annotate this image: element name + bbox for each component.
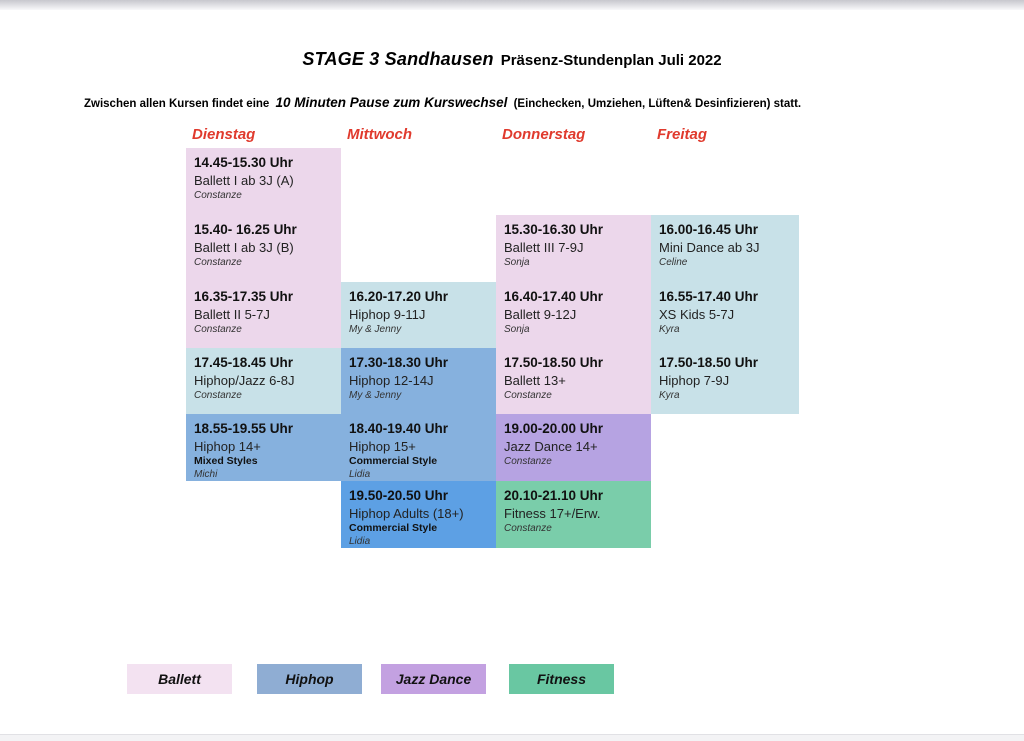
class-name: Hiphop 12-14J bbox=[349, 373, 434, 388]
class-cell: 18.55-19.55 Uhr Hiphop 14+ Mixed Styles … bbox=[194, 419, 341, 481]
class-time: 15.30-16.30 Uhr bbox=[504, 222, 604, 237]
class-name: Hiphop 7-9J bbox=[659, 373, 730, 388]
class-cell: 19.50-20.50 Uhr Hiphop Adults (18+) Comm… bbox=[349, 486, 496, 548]
class-cell: 17.50-18.50 Uhr Hiphop 7-9J Kyra bbox=[659, 353, 806, 402]
day-header-donnerstag: Donnerstag bbox=[502, 126, 586, 143]
top-page-edge bbox=[0, 0, 1024, 10]
class-teacher: Constanze bbox=[504, 456, 552, 467]
class-teacher: Constanze bbox=[194, 257, 242, 268]
class-name: Fitness 17+/Erw. bbox=[504, 506, 601, 521]
block-dienstag-hiphop bbox=[186, 414, 341, 481]
class-time: 18.40-19.40 Uhr bbox=[349, 421, 449, 436]
class-time: 15.40- 16.25 Uhr bbox=[194, 222, 297, 237]
class-teacher: Lidia bbox=[349, 536, 371, 547]
legend-ballett: Ballett bbox=[127, 664, 232, 694]
pause-note: Zwischen allen Kursen findet eine 10 Min… bbox=[84, 95, 984, 110]
class-teacher: My & Jenny bbox=[349, 390, 402, 401]
pause-note-suffix: (Einchecken, Umziehen, Lüften& Desinfizi… bbox=[513, 98, 802, 110]
class-name: Ballett 9-12J bbox=[504, 307, 577, 322]
class-teacher: Lidia bbox=[349, 469, 371, 480]
class-time: 14.45-15.30 Uhr bbox=[194, 155, 294, 170]
class-style: Commercial Style bbox=[349, 522, 438, 534]
block-mittwoch-hiphop bbox=[341, 348, 496, 481]
class-cell: 16.35-17.35 Uhr Ballett II 5-7J Constanz… bbox=[194, 287, 341, 336]
class-time: 16.00-16.45 Uhr bbox=[659, 222, 759, 237]
class-time: 16.20-17.20 Uhr bbox=[349, 289, 449, 304]
class-teacher: My & Jenny bbox=[349, 324, 402, 335]
class-cell: 17.45-18.45 Uhr Hiphop/Jazz 6-8J Constan… bbox=[194, 353, 341, 402]
class-name: XS Kids 5-7J bbox=[659, 307, 735, 322]
class-teacher: Sonja bbox=[504, 324, 530, 335]
class-cell: 17.30-18.30 Uhr Hiphop 12-14J My & Jenny bbox=[349, 353, 496, 402]
day-header-freitag: Freitag bbox=[657, 126, 708, 143]
class-time: 16.40-17.40 Uhr bbox=[504, 289, 604, 304]
class-name: Hiphop/Jazz 6-8J bbox=[194, 373, 295, 388]
class-name: Ballett I ab 3J (B) bbox=[194, 240, 294, 255]
block-mittwoch-hiphop-late bbox=[341, 481, 496, 548]
class-name: Ballett III 7-9J bbox=[504, 240, 584, 255]
class-teacher: Michi bbox=[194, 469, 218, 480]
class-teacher: Constanze bbox=[194, 190, 242, 201]
class-cell: 15.30-16.30 Uhr Ballett III 7-9J Sonja bbox=[504, 220, 651, 269]
class-teacher: Constanze bbox=[194, 324, 242, 335]
class-teacher: Constanze bbox=[504, 390, 552, 401]
class-teacher: Constanze bbox=[194, 390, 242, 401]
class-name: Ballett II 5-7J bbox=[194, 307, 270, 322]
class-name: Ballett I ab 3J (A) bbox=[194, 173, 294, 188]
legend-jazz-dance: Jazz Dance bbox=[381, 664, 486, 694]
class-time: 18.55-19.55 Uhr bbox=[194, 421, 294, 436]
class-name: Hiphop Adults (18+) bbox=[349, 506, 464, 521]
class-name: Jazz Dance 14+ bbox=[504, 439, 598, 454]
class-cell: 16.00-16.45 Uhr Mini Dance ab 3J Celine bbox=[659, 220, 806, 269]
block-dienstag-kids bbox=[186, 348, 341, 414]
class-teacher: Celine bbox=[659, 257, 688, 268]
legend-fitness: Fitness bbox=[509, 664, 614, 694]
block-donnerstag-jazz bbox=[496, 414, 651, 481]
page-title: STAGE 3 Sandhausen Präsenz-Stundenplan Ju… bbox=[0, 49, 1024, 70]
class-style: Commercial Style bbox=[349, 455, 438, 467]
class-name: Mini Dance ab 3J bbox=[659, 240, 760, 255]
class-time: 16.35-17.35 Uhr bbox=[194, 289, 294, 304]
class-time: 17.50-18.50 Uhr bbox=[659, 355, 759, 370]
block-donnerstag-ballett bbox=[496, 215, 651, 414]
page-title-studio: STAGE 3 Sandhausen bbox=[302, 49, 494, 69]
class-name: Hiphop 15+ bbox=[349, 439, 416, 454]
class-cell: 14.45-15.30 Uhr Ballett I ab 3J (A) Cons… bbox=[194, 153, 341, 202]
class-time: 20.10-21.10 Uhr bbox=[504, 488, 604, 503]
class-time: 19.00-20.00 Uhr bbox=[504, 421, 604, 436]
class-teacher: Constanze bbox=[504, 523, 552, 534]
class-name: Hiphop 9-11J bbox=[349, 307, 426, 322]
class-teacher: Kyra bbox=[659, 390, 680, 401]
block-dienstag-ballett bbox=[186, 148, 341, 348]
class-teacher: Sonja bbox=[504, 257, 530, 268]
day-header-dienstag: Dienstag bbox=[192, 126, 256, 143]
class-cell: 15.40- 16.25 Uhr Ballett I ab 3J (B) Con… bbox=[194, 220, 341, 269]
class-cell: 18.40-19.40 Uhr Hiphop 15+ Commercial St… bbox=[349, 419, 496, 481]
class-teacher: Kyra bbox=[659, 324, 680, 335]
day-header-mittwoch: Mittwoch bbox=[347, 126, 412, 143]
class-time: 17.45-18.45 Uhr bbox=[194, 355, 294, 370]
class-time: 17.50-18.50 Uhr bbox=[504, 355, 604, 370]
class-name: Ballett 13+ bbox=[504, 373, 566, 388]
class-name: Hiphop 14+ bbox=[194, 439, 261, 454]
block-freitag-kids bbox=[651, 215, 799, 414]
pause-note-prefix: Zwischen allen Kursen findet eine bbox=[84, 98, 270, 110]
class-cell: 19.00-20.00 Uhr Jazz Dance 14+ Constanze bbox=[504, 419, 651, 468]
pause-note-emphasis: 10 Minuten Pause zum Kurswechsel bbox=[275, 95, 508, 110]
class-time: 16.55-17.40 Uhr bbox=[659, 289, 759, 304]
class-cell: 16.40-17.40 Uhr Ballett 9-12J Sonja bbox=[504, 287, 651, 336]
class-cell: 16.55-17.40 Uhr XS Kids 5-7J Kyra bbox=[659, 287, 806, 336]
class-cell: 16.20-17.20 Uhr Hiphop 9-11J My & Jenny bbox=[349, 287, 496, 336]
bottom-page-edge bbox=[0, 734, 1024, 741]
page-title-plan: Präsenz-Stundenplan Juli 2022 bbox=[500, 52, 722, 69]
class-cell: 20.10-21.10 Uhr Fitness 17+/Erw. Constan… bbox=[504, 486, 651, 535]
class-cell: 17.50-18.50 Uhr Ballett 13+ Constanze bbox=[504, 353, 651, 402]
class-style: Mixed Styles bbox=[194, 455, 258, 467]
legend-hiphop: Hiphop bbox=[257, 664, 362, 694]
class-time: 19.50-20.50 Uhr bbox=[349, 488, 449, 503]
class-time: 17.30-18.30 Uhr bbox=[349, 355, 449, 370]
block-donnerstag-fitness bbox=[496, 481, 651, 548]
block-mittwoch-kids bbox=[341, 282, 496, 348]
